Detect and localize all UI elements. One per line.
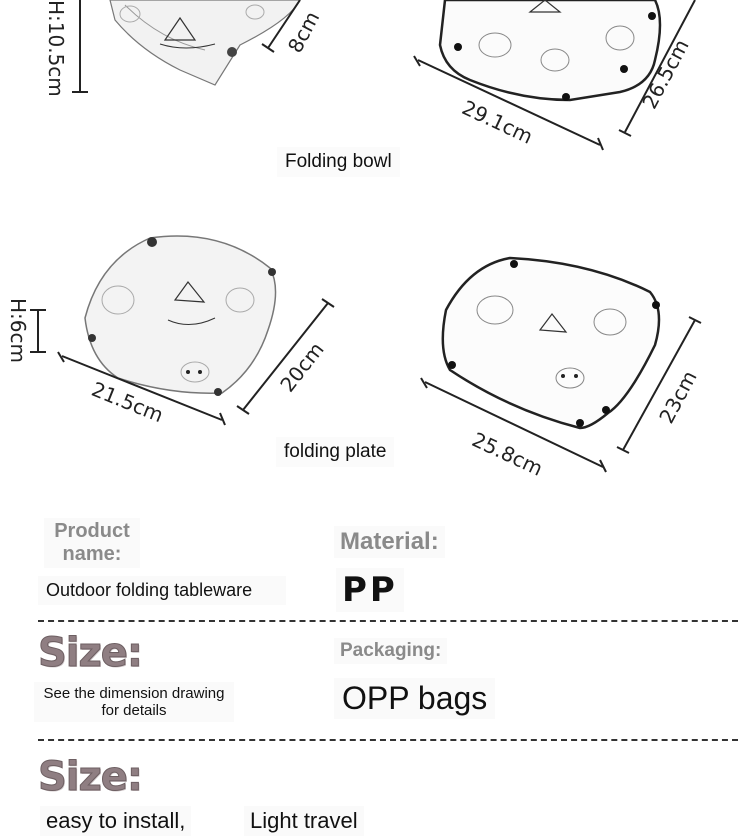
- plate-width-bracket: [616, 316, 702, 454]
- plate-length-bracket: [420, 377, 607, 473]
- material-value: PP: [336, 568, 404, 612]
- plate-height-bracket: [30, 309, 46, 353]
- bowl-height-bracket: [72, 0, 88, 93]
- size-title-2: Size:: [38, 754, 144, 801]
- material-label: Material:: [334, 526, 445, 558]
- size-title: Size:: [38, 630, 144, 677]
- size-value: See the dimension drawing for details: [34, 682, 234, 722]
- feature-light-travel: Light travel: [244, 806, 364, 836]
- bowl-caption: Folding bowl: [277, 147, 400, 177]
- product-name-label: Product name:: [44, 518, 140, 568]
- feature-easy-install: easy to install,: [40, 806, 192, 836]
- bowl-small-bracket: [261, 0, 301, 53]
- plate-small-width-bracket: [236, 298, 335, 415]
- divider-1: [38, 620, 738, 622]
- bowl-length-bracket: [413, 55, 604, 151]
- product-name-value: Outdoor folding tableware: [38, 576, 286, 605]
- plate-caption: folding plate: [276, 437, 395, 467]
- packaging-label: Packaging:: [334, 638, 448, 664]
- packaging-value: OPP bags: [334, 678, 496, 719]
- divider-2: [38, 739, 738, 741]
- bowl-flat-outline: [438, 0, 662, 102]
- plate-flat-outline: [441, 256, 661, 430]
- plate-photo: [84, 235, 277, 396]
- bowl-height-label: H:10.5cm: [44, 0, 68, 97]
- plate-height-label: H:6cm: [6, 298, 30, 363]
- plate-small-length-bracket: [57, 351, 226, 426]
- bowl-width-bracket: [618, 0, 696, 137]
